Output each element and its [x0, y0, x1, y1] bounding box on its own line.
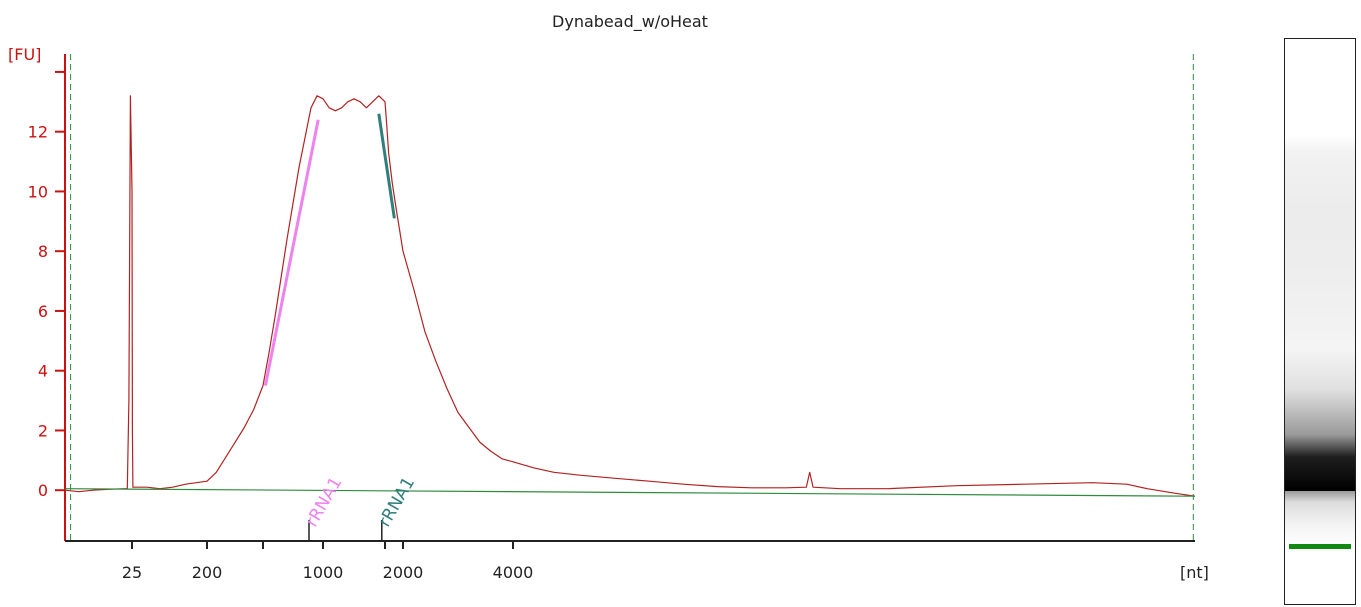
- peak-fit-lines: [263, 113, 396, 386]
- x-tick-label-25: 25: [122, 563, 142, 582]
- x-tick-label-200: 200: [192, 563, 223, 582]
- peak-fit-line-1: [377, 113, 396, 219]
- marker-lines: [70, 54, 1194, 541]
- x-tick-label-4000: 4000: [493, 563, 534, 582]
- peak-label-0: rRNA1: [302, 474, 346, 531]
- y-tick-label-12: 12: [28, 123, 48, 142]
- x-tick-label-1000: 1000: [303, 563, 344, 582]
- y-tick-label-6: 6: [38, 302, 48, 321]
- gel-image: [1284, 38, 1356, 605]
- x-axis-unit: [nt]: [1180, 563, 1209, 582]
- y-tick-label-4: 4: [38, 362, 48, 381]
- y-axis-unit: [FU]: [8, 45, 41, 64]
- y-tick-label-0: 0: [38, 481, 48, 500]
- series-line-0: [64, 95, 1196, 497]
- chart-title: Dynabead_w/oHeat: [552, 12, 708, 32]
- y-tick-label-10: 10: [28, 182, 48, 201]
- peak-labels: rRNA1 rRNA1: [302, 474, 419, 541]
- y-tick-label-2: 2: [38, 421, 48, 440]
- series-line-1: [64, 488, 1196, 497]
- peak-fit-line-0: [263, 119, 320, 386]
- axes: [64, 54, 1195, 542]
- x-tick-label-2000: 2000: [383, 563, 424, 582]
- series-group: [64, 95, 1196, 497]
- y-ticks: 0 2 4 6 8 10 12: [28, 70, 65, 500]
- peak-label-1: rRNA1: [375, 474, 419, 531]
- x-ticks: 25 200 1000 2000 4000: [122, 541, 534, 582]
- y-tick-label-8: 8: [38, 242, 48, 261]
- gel-band: [1285, 39, 1355, 604]
- gel-marker-band: [1289, 544, 1351, 549]
